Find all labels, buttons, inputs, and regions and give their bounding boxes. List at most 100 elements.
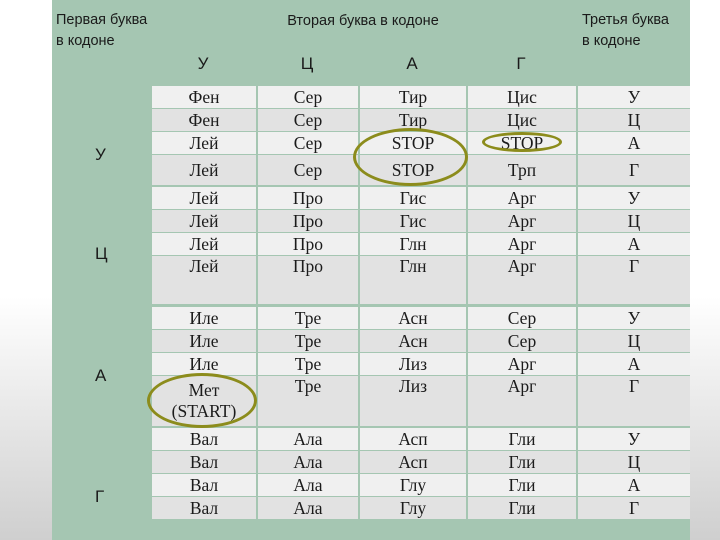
cell-g3-r0-c2: Асп: [360, 428, 466, 450]
cell-g2-r1-c0: Иле: [152, 330, 256, 352]
header-second-letter-ts: Ц: [256, 42, 358, 84]
cell-g0-r0-c4: У: [578, 86, 690, 108]
cell-g2-r3-c3-text: Арг: [507, 376, 537, 396]
header-third-letter-text: Третья буква в кодоне: [582, 12, 669, 49]
cell-g1-r0-c1: Про: [258, 187, 358, 209]
header-first-letter-text: Первая буква в кодоне: [56, 12, 148, 49]
cell-g0-r1-c3: Цис: [468, 109, 576, 131]
cell-g1-r3-c4: Г: [578, 256, 690, 304]
first-letter-ts: Ц: [95, 244, 108, 263]
cell-g3-r3-c3: Гли: [468, 497, 576, 519]
cell-g0-r2-c0: Лей: [152, 132, 256, 154]
cell-g3-r0-c0: Вал: [152, 428, 256, 450]
header-second-letter: Вторая буква в кодоне: [150, 0, 576, 42]
first-letter-u: У: [95, 145, 106, 164]
cell-g3-r1-c4: Ц: [578, 451, 690, 473]
cell-g0-r3-c4: Г: [578, 155, 690, 185]
cell-g1-r3-c0-text: Лей: [189, 256, 219, 276]
header-second-letter-u-text: У: [197, 54, 209, 73]
cell-g1-r3-c2-text: Глн: [399, 256, 427, 276]
cell-g2-r0-c2: Асн: [360, 307, 466, 329]
cell-g1-r3-c3: Арг: [468, 256, 576, 304]
cell-g2-r1-c4: Ц: [578, 330, 690, 352]
header-second-letter-g: Г: [466, 42, 576, 84]
header-second-letter-a: А: [358, 42, 466, 84]
cell-g0-r0-c1: Сер: [258, 86, 358, 108]
cell-g1-r0-c4: У: [578, 187, 690, 209]
cell-g3-r1-c3: Гли: [468, 451, 576, 473]
cell-g2-r2-c0: Иле: [152, 353, 256, 375]
cell-g2-r0-c3: Сер: [468, 307, 576, 329]
cell-g3-r3-c2: Глу: [360, 497, 466, 519]
cell-g3-r3-c0: Вал: [152, 497, 256, 519]
first-letter-g: Г: [95, 487, 105, 506]
cell-g0-r2-c2: STOP: [360, 132, 466, 154]
cell-g1-r3-c3-text: Арг: [507, 256, 537, 276]
cell-g1-r1-c1: Про: [258, 210, 358, 232]
slide-background-right: [690, 0, 720, 540]
cell-g0-r1-c1: Сер: [258, 109, 358, 131]
cell-g0-r2-c1: Сер: [258, 132, 358, 154]
cell-g1-r1-c0: Лей: [152, 210, 256, 232]
cell-g3-r3-c4: Г: [578, 497, 690, 519]
cell-g1-r3-c1: Про: [258, 256, 358, 304]
cell-g3-r3-c1: Ала: [258, 497, 358, 519]
cell-g3-r1-c0: Вал: [152, 451, 256, 473]
cell-g3-r1-c2: Асп: [360, 451, 466, 473]
cell-g3-r2-c2: Глу: [360, 474, 466, 496]
cell-g1-r3-c2: Глн: [360, 256, 466, 304]
cell-g2-r1-c3: Сер: [468, 330, 576, 352]
header-third-letter: Третья буква в кодоне: [576, 0, 690, 84]
cell-g2-r3-c4: Г: [578, 376, 690, 426]
first-letter-a: А: [95, 366, 107, 385]
cell-g2-r2-c2: Лиз: [360, 353, 466, 375]
cell-g2-r3-c2-text: Лиз: [398, 376, 428, 396]
cell-g0-r3-c3: Трп: [468, 155, 576, 185]
cell-g3-r2-c0: Вал: [152, 474, 256, 496]
cell-g1-r0-c3: Арг: [468, 187, 576, 209]
header-first-letter: Первая буква в кодоне: [52, 0, 150, 84]
cell-g1-r3-c4-text: Г: [628, 256, 640, 276]
cell-g1-r3-c0: Лей: [152, 256, 256, 304]
cell-g0-r2-c4: А: [578, 132, 690, 154]
cell-g0-r2-c3: STOP: [468, 132, 576, 154]
cell-g2-r2-c3: Арг: [468, 353, 576, 375]
cell-g2-r3-c4-text: Г: [628, 376, 640, 396]
cell-g2-r1-c1: Тре: [258, 330, 358, 352]
header-second-letter-g-text: Г: [516, 54, 526, 73]
cell-g2-r0-c4: У: [578, 307, 690, 329]
header-second-letter-a-text: А: [406, 54, 418, 73]
cell-g2-r0-c0: Иле: [152, 307, 256, 329]
cell-g3-r2-c3: Гли: [468, 474, 576, 496]
header-second-letter-text: Вторая буква в кодоне: [287, 13, 439, 29]
cell-g2-r3-c1: Тре: [258, 376, 358, 426]
cell-g1-r0-c0: Лей: [152, 187, 256, 209]
cell-g3-r0-c1: Ала: [258, 428, 358, 450]
header-second-letter-ts-text: Ц: [300, 54, 314, 73]
cell-g2-r2-c1: Тре: [258, 353, 358, 375]
cell-g1-r2-c3: Арг: [468, 233, 576, 255]
cell-g3-r2-c4: А: [578, 474, 690, 496]
cell-g2-r1-c2: Асн: [360, 330, 466, 352]
cell-g2-r3-c0-text: Мет (START): [171, 380, 237, 421]
cell-g3-r2-c1: Ала: [258, 474, 358, 496]
cell-g1-r1-c3: Арг: [468, 210, 576, 232]
cell-g3-r0-c3: Гли: [468, 428, 576, 450]
cell-g3-r0-c4: У: [578, 428, 690, 450]
cell-g1-r2-c2: Глн: [360, 233, 466, 255]
cell-g0-r1-c0: Фен: [152, 109, 256, 131]
cell-g1-r1-c2: Гис: [360, 210, 466, 232]
header-second-letter-u: У: [150, 42, 256, 84]
cell-g0-r1-c2: Тир: [360, 109, 466, 131]
cell-g1-r0-c2: Гис: [360, 187, 466, 209]
cell-g1-r3-c1-text: Про: [292, 256, 324, 276]
cell-g0-r0-c3: Цис: [468, 86, 576, 108]
cell-g0-r3-c2: STOP: [360, 155, 466, 185]
cell-g0-r3-c1: Сер: [258, 155, 358, 185]
cell-g1-r2-c0: Лей: [152, 233, 256, 255]
codon-table: Первая буква в кодоне Вторая буква в код…: [52, 0, 690, 540]
slide-background-left: [0, 0, 52, 540]
cell-g0-r1-c4: Ц: [578, 109, 690, 131]
cell-g2-r3-c1-text: Тре: [294, 376, 322, 396]
cell-g2-r3-c0: Мет (START): [152, 376, 256, 426]
